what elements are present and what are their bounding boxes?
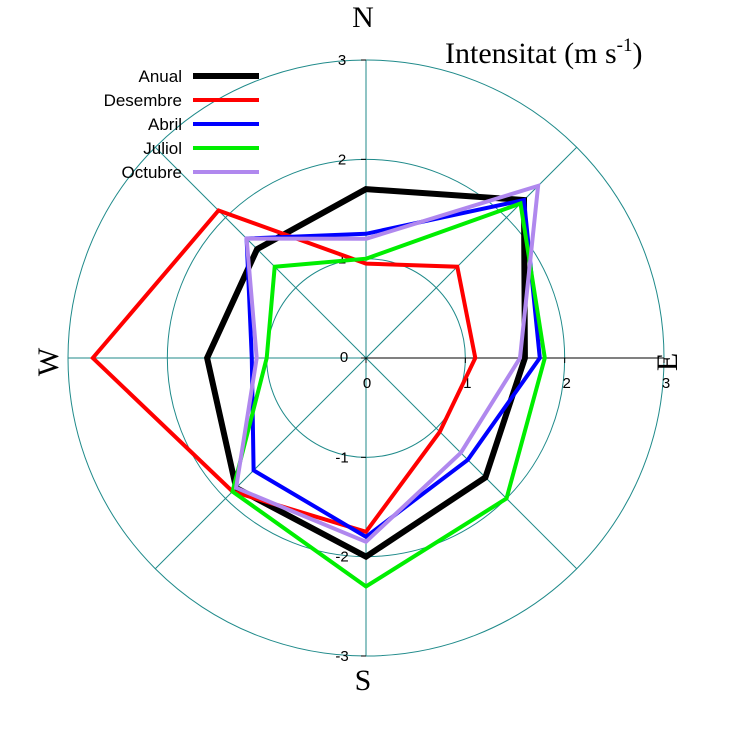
compass-label-east: E [651,353,684,371]
compass-label-north: N [352,1,374,34]
y-tick-label: 2 [338,151,346,168]
x-tick-label: 0 [340,349,348,366]
series-anual [203,186,528,561]
series-desembre [90,208,478,535]
chart-title-main: Intensitat (m s [445,37,617,70]
series-juliol [230,200,547,589]
x-tick-label: 0 [363,375,371,392]
legend: Anual Desembre Abril Juliol Octubre [104,67,259,182]
legend-label: Anual [139,67,182,86]
series-octubre [233,183,541,545]
legend-label: Octubre [122,163,182,182]
x-tick-label: 2 [562,375,570,392]
y-tick-label: -1 [335,449,348,466]
legend-label: Juliol [143,139,182,158]
data-series [90,183,547,589]
grid-spoke [365,357,578,570]
grid-spoke [365,146,578,359]
grid-spoke [154,357,367,570]
compass-label-west: W [32,347,65,376]
chart-title-close: ) [632,37,642,70]
chart-title: Intensitat (m s-1) [445,35,642,70]
compass-label-south: S [355,664,372,697]
grid-spoke [154,146,367,359]
y-tick-label: -2 [335,549,348,566]
y-tick-label: -3 [335,648,348,665]
legend-label: Desembre [104,91,182,110]
chart-title-superscript: -1 [617,35,633,56]
x-tick-label: 3 [662,375,670,392]
legend-label: Abril [148,115,182,134]
y-tick-label: 3 [338,52,346,69]
x-tick-label: 1 [463,375,471,392]
